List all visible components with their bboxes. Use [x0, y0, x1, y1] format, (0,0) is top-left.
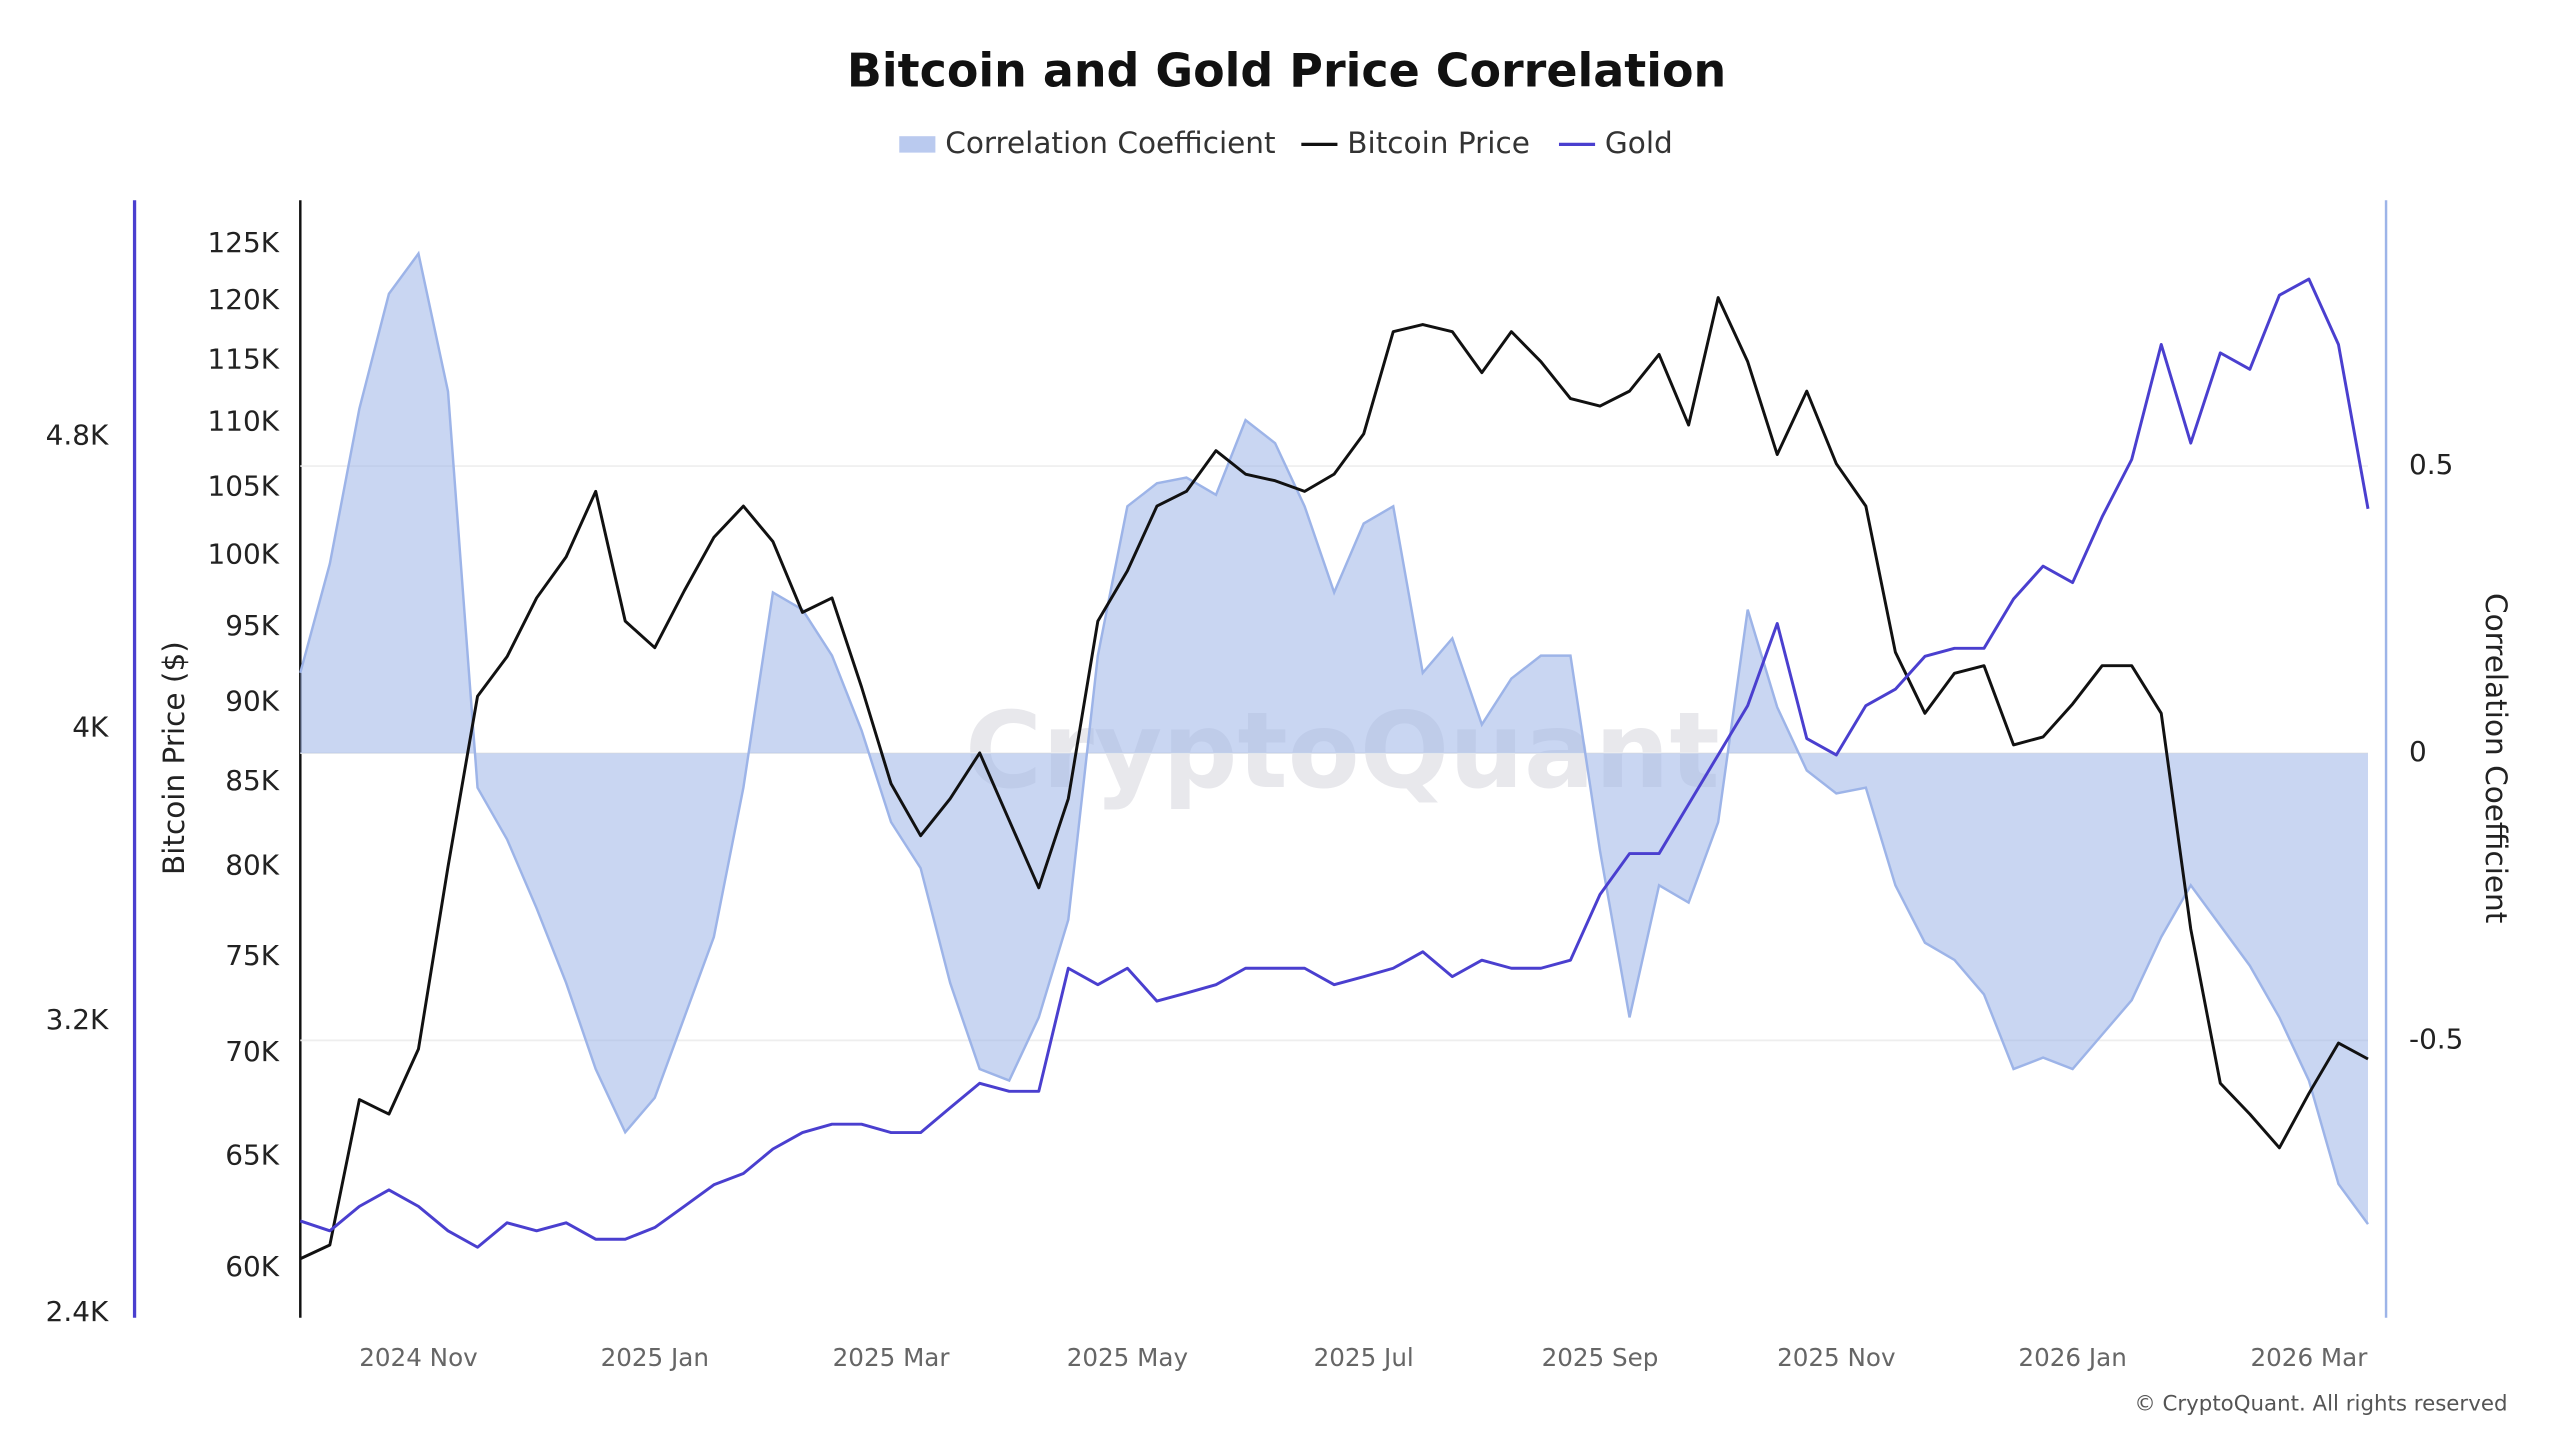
y-tick-label: 115K: [207, 342, 279, 375]
x-tick-label: 2025 Jan: [601, 1343, 709, 1372]
y-tick-label: 85K: [225, 764, 279, 797]
y3-tick-label: 4K: [72, 711, 109, 744]
x-tick-label: 2025 Jul: [1314, 1343, 1414, 1372]
y-tick-label: 75K: [225, 939, 279, 972]
legend-label: Correlation Coefficient: [945, 126, 1275, 160]
y3-tick-label: 4.8K: [46, 418, 109, 451]
y3-tick-label: 3.2K: [46, 1003, 109, 1036]
area-line: [299, 250, 2369, 1225]
y-tick-label: 100K: [207, 537, 279, 570]
legend-label: Gold: [1605, 126, 1673, 160]
chart-title: Bitcoin and Gold Price Correlation: [847, 43, 1726, 97]
y3-tick-label: 2.4K: [46, 1295, 109, 1328]
y-tick-label: 125K: [207, 226, 279, 259]
y-tick-label: 80K: [225, 849, 279, 882]
y-tick-label: 90K: [225, 684, 279, 717]
y-tick-label: 60K: [225, 1250, 279, 1283]
y-tick-label: 110K: [207, 404, 279, 437]
y-tick-label: 105K: [207, 469, 279, 502]
x-tick-label: 2024 Nov: [359, 1343, 477, 1372]
x-tick-label: 2025 Sep: [1542, 1343, 1659, 1372]
legend-label: Bitcoin Price: [1347, 126, 1530, 160]
y-tick-label: 65K: [225, 1138, 279, 1171]
x-tick-label: 2026 Jan: [2018, 1343, 2126, 1372]
y2-axis-title: Correlation Coefficient: [2479, 593, 2513, 923]
legend-swatch: [899, 136, 936, 153]
copyright: © CryptoQuant. All rights reserved: [2134, 1392, 2507, 1417]
y2-tick-label: 0.5: [2409, 448, 2453, 481]
y2-tick-label: 0: [2409, 735, 2427, 768]
y2-tick-label: -0.5: [2409, 1022, 2463, 1055]
y-tick-label: 95K: [225, 609, 279, 642]
area-fill: [300, 253, 2369, 1225]
x-tick-label: 2025 Mar: [833, 1343, 951, 1372]
y-tick-label: 120K: [207, 283, 279, 316]
x-tick-label: 2026 Mar: [2250, 1343, 2368, 1372]
series-line: [299, 277, 2370, 1249]
y-tick-label: 70K: [225, 1035, 279, 1068]
y-axis-title: Bitcoin Price ($): [157, 641, 191, 875]
series-line: [299, 296, 2369, 1261]
x-tick-label: 2025 Nov: [1777, 1343, 1895, 1372]
x-tick-label: 2025 May: [1067, 1343, 1188, 1372]
